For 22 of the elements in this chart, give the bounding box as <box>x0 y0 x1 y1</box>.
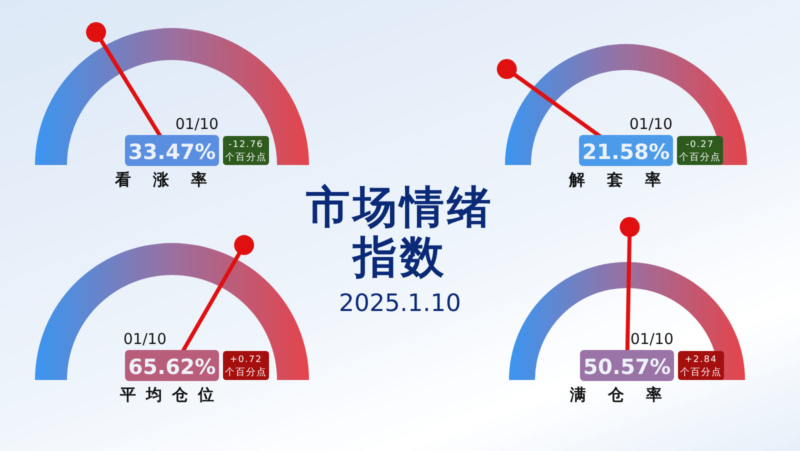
text: 个百分点 <box>680 366 722 378</box>
text: 市场情绪指数 <box>305 182 495 283</box>
text: 满仓率 <box>569 385 684 404</box>
data-label: 33.47% <box>128 140 216 164</box>
data-label: 65.62% <box>128 355 216 379</box>
text: -12.76 <box>228 140 264 150</box>
text: -0.27 <box>686 140 714 150</box>
text: 个百分点 <box>225 366 267 378</box>
data-label: 50.57% <box>583 355 671 379</box>
text: 01/10 <box>630 330 674 348</box>
data-label: 21.58% <box>582 140 670 164</box>
text: 01/10 <box>175 115 219 133</box>
text: 01/10 <box>629 115 673 133</box>
text: 01/10 <box>123 330 167 348</box>
text: 解套率 <box>568 170 683 189</box>
text: 看涨率 <box>114 170 229 189</box>
text: 平均仓位 <box>119 385 224 404</box>
text: 个百分点 <box>679 151 721 163</box>
text: +2.84 <box>684 355 718 365</box>
text: +0.72 <box>230 355 262 365</box>
text: 2025.1.10 <box>338 289 462 317</box>
text: 个百分点 <box>225 151 267 163</box>
